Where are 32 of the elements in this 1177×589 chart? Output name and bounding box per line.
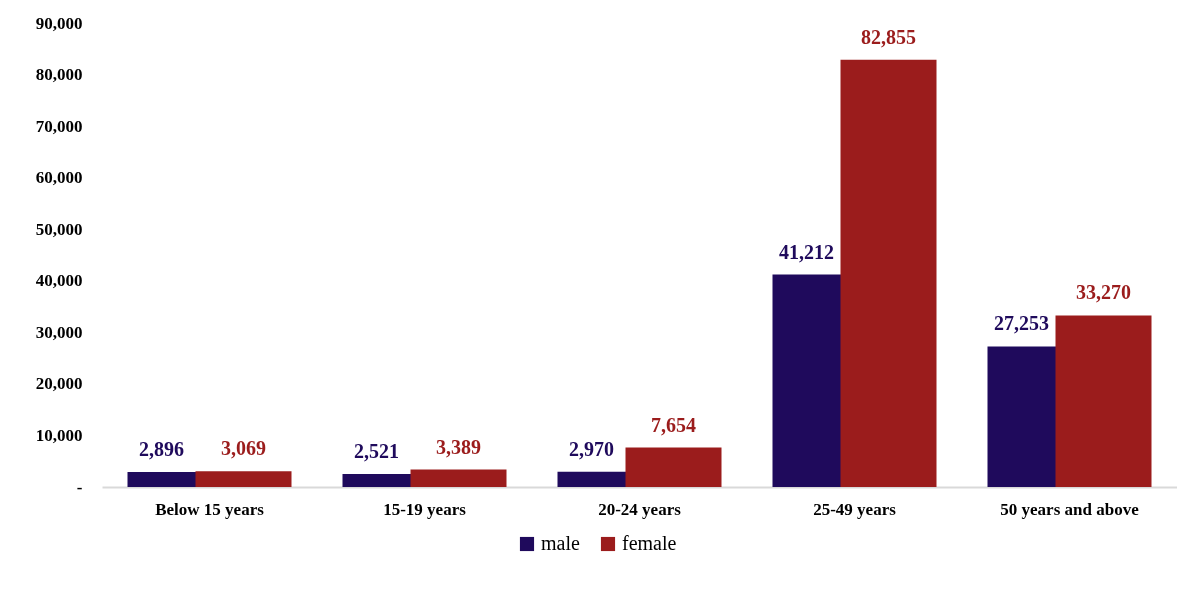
y-tick-label: 30,000	[35, 322, 83, 342]
data-label: 2,521	[354, 440, 399, 462]
x-tick-label: 25-49 years	[813, 499, 897, 519]
y-tick-label: 10,000	[35, 425, 83, 445]
bar	[410, 469, 507, 487]
x-tick-label: 20-24 years	[598, 499, 682, 519]
legend-label: male	[541, 532, 580, 554]
y-tick-label: -	[76, 477, 83, 497]
y-tick-label: 50,000	[35, 219, 83, 239]
data-label: 3,389	[436, 435, 481, 458]
data-label: 27,253	[994, 312, 1049, 335]
y-tick-label: 20,000	[35, 374, 83, 394]
bar	[1055, 315, 1152, 487]
y-tick-label: 90,000	[35, 13, 83, 33]
data-label: 41,212	[779, 240, 834, 263]
legend-label: female	[622, 532, 677, 554]
data-label: 33,270	[1076, 281, 1131, 304]
data-label: 82,855	[861, 25, 916, 48]
y-tick-label: 70,000	[35, 116, 83, 136]
x-tick-label: 15-19 years	[383, 499, 467, 519]
data-label: 3,069	[221, 437, 266, 460]
bar	[840, 59, 937, 487]
x-tick-label: Below 15 years	[155, 499, 265, 519]
y-tick-label: 60,000	[35, 168, 83, 188]
bar	[195, 471, 292, 487]
data-label: 7,654	[651, 413, 696, 436]
y-tick-label: 40,000	[35, 271, 83, 291]
data-label: 2,896	[139, 438, 184, 461]
bar	[625, 447, 722, 487]
y-tick-label: 80,000	[35, 65, 83, 85]
data-label: 2,970	[569, 437, 614, 460]
x-tick-label: 50 years and above	[1000, 499, 1140, 519]
